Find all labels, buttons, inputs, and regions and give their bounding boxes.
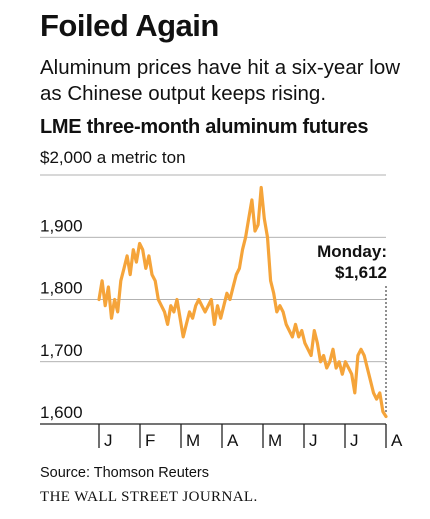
y-tick-label: 1,700 <box>40 341 83 360</box>
month-label: M <box>186 431 200 450</box>
month-label: J <box>309 431 318 450</box>
price-line <box>97 185 388 419</box>
chart-title: LME three-month aluminum futures <box>40 116 369 138</box>
y-tick-label: 1,600 <box>40 403 83 422</box>
month-label: M <box>268 431 282 450</box>
month-label: A <box>391 431 403 450</box>
month-label: F <box>145 431 155 450</box>
annotation-value: $1,612 <box>335 263 387 282</box>
source-note: Source: Thomson Reuters <box>40 465 209 481</box>
deck-subtitle: Aluminum prices have hit a six-year low … <box>40 56 401 105</box>
y-tick-label: 1,900 <box>40 216 83 235</box>
y-tick-labels: 1,900 1,800 1,700 1,600 <box>40 216 83 422</box>
unit-label: $2,000 a metric ton <box>40 148 186 167</box>
latest-value-annotation: Monday: $1,612 <box>317 242 387 413</box>
month-label: J <box>104 431 113 450</box>
y-tick-label: 1,800 <box>40 279 83 298</box>
aluminum-price-series <box>97 185 388 419</box>
annotation-label: Monday: <box>317 242 387 261</box>
publisher-credit: THE WALL STREET JOURNAL. <box>40 489 258 505</box>
headline: Foiled Again <box>40 8 219 43</box>
month-label: A <box>227 431 239 450</box>
month-label: J <box>350 431 359 450</box>
